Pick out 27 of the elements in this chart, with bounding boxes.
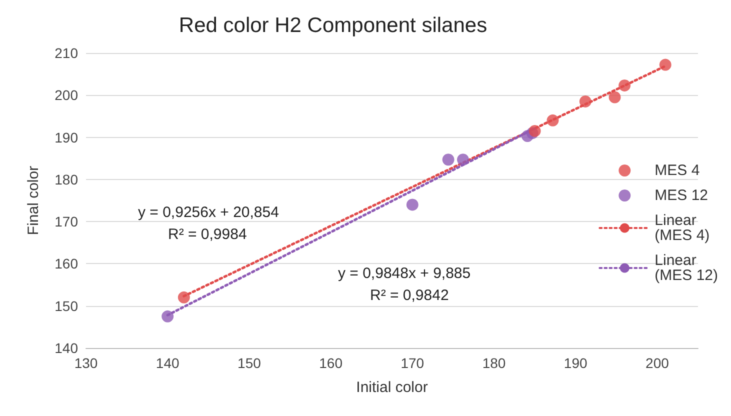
x-tick-label: 160 <box>319 355 343 371</box>
y-tick-label: 140 <box>54 340 78 356</box>
y-tick-label: 180 <box>54 171 78 188</box>
y-tick-label: 210 <box>54 45 78 61</box>
x-tick-label: 180 <box>482 355 506 371</box>
x-tick-label: 140 <box>156 355 180 371</box>
legend-label: Linear (MES 12) <box>654 252 718 284</box>
x-tick-label: 200 <box>646 355 670 371</box>
y-tick-label: 170 <box>54 214 78 230</box>
legend-label: Linear (MES 4) <box>654 212 710 244</box>
chart-title: Red color H2 Component silanes <box>178 14 488 37</box>
legend-label: MES 4 <box>654 162 700 179</box>
x-tick-label: 130 <box>74 355 98 371</box>
annotation: R² = 0,9842 <box>370 287 449 304</box>
y-tick-label: 200 <box>54 87 78 104</box>
annotation: R² = 0,9984 <box>168 226 247 243</box>
annotation: y = 0,9848x + 9,885 <box>338 265 471 282</box>
legend-label: MES 12 <box>654 187 708 204</box>
y-tick-label: 190 <box>54 129 78 146</box>
x-tick-label: 190 <box>564 355 588 371</box>
y-axis-title: Final color <box>25 166 42 236</box>
annotation: y = 0,9256x + 20,854 <box>138 204 279 221</box>
y-tick-label: 160 <box>54 256 78 272</box>
x-tick-label: 170 <box>400 355 424 371</box>
y-tick-label: 150 <box>54 298 78 314</box>
x-tick-label: 150 <box>238 355 262 371</box>
x-axis-title: Initial color <box>356 379 428 396</box>
